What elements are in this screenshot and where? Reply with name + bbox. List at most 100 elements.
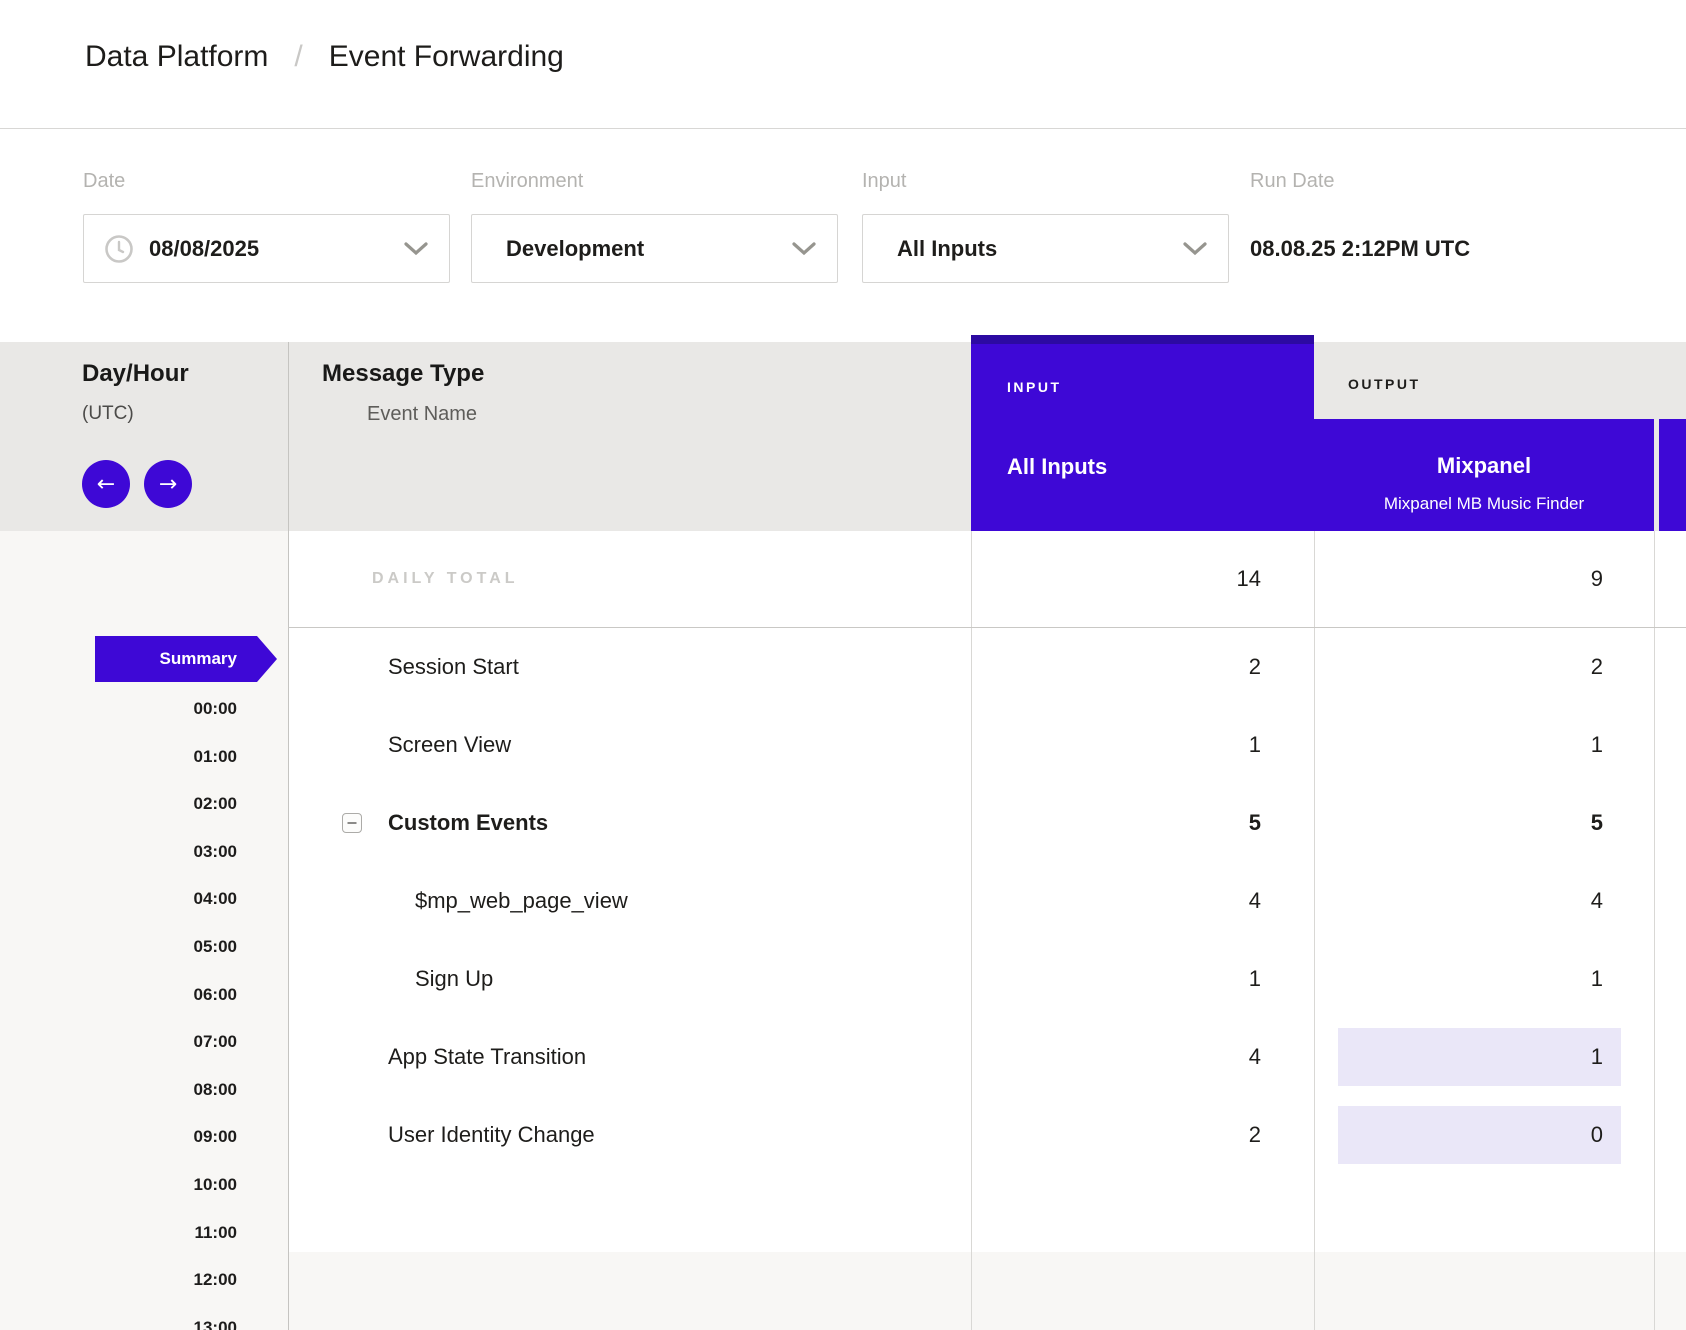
event-name-subheader: Event Name: [367, 403, 478, 425]
daily-total-output-cell: 9: [1590, 566, 1603, 591]
hour-label[interactable]: 11:00: [194, 1222, 237, 1242]
table-row-group: Custom Events 5 5: [288, 784, 1686, 862]
event-label: Sign Up: [415, 966, 494, 991]
daily-total-row: DAILY TOTAL 14 9: [288, 531, 1686, 628]
hour-label[interactable]: 10:00: [193, 1174, 237, 1194]
environment-filter-label: Environment: [471, 170, 584, 192]
input-filter-label: Input: [862, 170, 907, 192]
daily-total-label: DAILY TOTAL: [372, 570, 519, 587]
output-count-cell: 1: [1590, 732, 1603, 757]
previous-day-button[interactable]: ←: [82, 460, 130, 508]
input-count-cell: 2: [1248, 1122, 1261, 1147]
column-divider: [1654, 531, 1655, 1330]
clock-icon: [105, 234, 133, 263]
run-date-value: 08.08.25 2:12PM UTC: [1250, 235, 1471, 261]
overflow-cell: [1654, 862, 1686, 940]
message-type-header: Message Type: [322, 360, 485, 387]
output-count-cell: 2: [1590, 654, 1603, 679]
input-count-cell: 2: [1248, 654, 1261, 679]
input-count-cell: 1: [1248, 966, 1261, 991]
input-column-accent-strip: [971, 335, 1314, 344]
event-label: $mp_web_page_view: [415, 888, 628, 913]
mismatch-highlight: [1338, 1028, 1621, 1086]
output-count-cell: 0: [1313, 1096, 1654, 1174]
event-label: App State Transition: [388, 1044, 587, 1069]
output-column-subtitle: Mixpanel MB Music Finder: [1383, 494, 1585, 513]
output-column-header[interactable]: Mixpanel Mixpanel MB Music Finder: [1314, 419, 1654, 531]
date-value: 08/08/2025: [149, 235, 260, 261]
daily-total-input-cell: 14: [1236, 566, 1261, 591]
environment-value: Development: [506, 235, 645, 261]
hour-label[interactable]: 02:00: [193, 794, 237, 814]
input-count-cell: 5: [1248, 810, 1261, 835]
overflow-cell: [1654, 784, 1686, 862]
input-section-label: INPUT: [1007, 379, 1062, 395]
breadcrumb: Data Platform / Event Forwarding: [85, 40, 564, 74]
date-filter-label: Date: [83, 170, 126, 192]
collapse-toggle-icon[interactable]: [342, 813, 362, 833]
arrow-right-icon: →: [158, 471, 178, 497]
overflow-cell: [1654, 628, 1686, 706]
hour-label[interactable]: 01:00: [193, 746, 237, 766]
run-date-label: Run Date: [1250, 170, 1335, 192]
hour-label[interactable]: 12:00: [193, 1270, 237, 1290]
table-row: User Identity Change 2 0: [288, 1096, 1686, 1174]
event-label: Session Start: [388, 654, 519, 679]
hour-label[interactable]: 13:00: [193, 1317, 237, 1330]
column-divider: [1314, 531, 1315, 1330]
top-bar: [0, 0, 1686, 129]
column-divider: [288, 342, 289, 1330]
output-column-title: Mixpanel: [1436, 453, 1532, 478]
summary-row-selector[interactable]: Summary: [95, 636, 277, 682]
input-column-header[interactable]: INPUT All Inputs: [971, 335, 1314, 531]
day-hour-timezone: (UTC): [82, 403, 134, 424]
overflow-cell: [1654, 1018, 1686, 1096]
next-day-button[interactable]: →: [144, 460, 192, 508]
input-count-cell: 4: [1248, 1044, 1261, 1069]
hour-label[interactable]: 05:00: [193, 936, 237, 956]
chevron-down-icon: [1182, 236, 1208, 262]
input-count-cell: 4: [1248, 888, 1261, 913]
breadcrumb-separator: /: [294, 40, 303, 73]
day-hour-header: Day/Hour: [82, 360, 189, 387]
hour-label[interactable]: 03:00: [193, 841, 237, 861]
chevron-down-icon: [403, 236, 429, 262]
table-footer-band: [289, 1252, 1686, 1330]
event-rows: Session Start 2 2 Screen View 1 1 Custom…: [288, 628, 1686, 1174]
column-divider: [971, 531, 972, 1330]
table-row: Screen View 1 1: [288, 706, 1686, 784]
output-section-label: OUTPUT: [1348, 376, 1421, 392]
output-count-cell: 5: [1590, 810, 1603, 835]
daily-total-overflow-cell: [1654, 531, 1686, 627]
hour-label[interactable]: 08:00: [193, 1079, 237, 1099]
output-count-cell: 4: [1590, 888, 1603, 913]
input-value: All Inputs: [897, 235, 998, 261]
output-count-cell: 1: [1313, 1018, 1654, 1096]
hour-label[interactable]: 00:00: [193, 699, 237, 718]
table-row: Session Start 2 2: [288, 628, 1686, 706]
environment-dropdown[interactable]: Development: [471, 214, 838, 283]
date-dropdown[interactable]: 08/08/2025: [83, 214, 450, 283]
input-column-title: All Inputs: [1007, 454, 1108, 479]
output-count-cell: 1: [1590, 966, 1603, 991]
table-row: App State Transition 4 1: [288, 1018, 1686, 1096]
overflow-cell: [1654, 1096, 1686, 1174]
arrow-left-icon: ←: [96, 471, 116, 497]
page-title: Event Forwarding: [328, 40, 564, 73]
breadcrumb-section[interactable]: Data Platform: [85, 40, 269, 73]
hour-label[interactable]: 06:00: [193, 984, 237, 1004]
event-label: User Identity Change: [388, 1122, 595, 1147]
overflow-cell: [1654, 940, 1686, 1018]
hour-label[interactable]: 09:00: [193, 1127, 237, 1147]
event-label: Screen View: [388, 732, 512, 757]
table-row-child: $mp_web_page_view 4 4: [288, 862, 1686, 940]
input-count-cell: 1: [1248, 732, 1261, 757]
overflow-cell: [1654, 706, 1686, 784]
input-dropdown[interactable]: All Inputs: [862, 214, 1229, 283]
table-row-child: Sign Up 1 1: [288, 940, 1686, 1018]
next-output-column-partial[interactable]: [1659, 419, 1686, 531]
hour-label[interactable]: 07:00: [193, 1032, 237, 1052]
event-group-label: Custom Events: [288, 784, 971, 862]
hour-label[interactable]: 04:00: [193, 889, 237, 909]
